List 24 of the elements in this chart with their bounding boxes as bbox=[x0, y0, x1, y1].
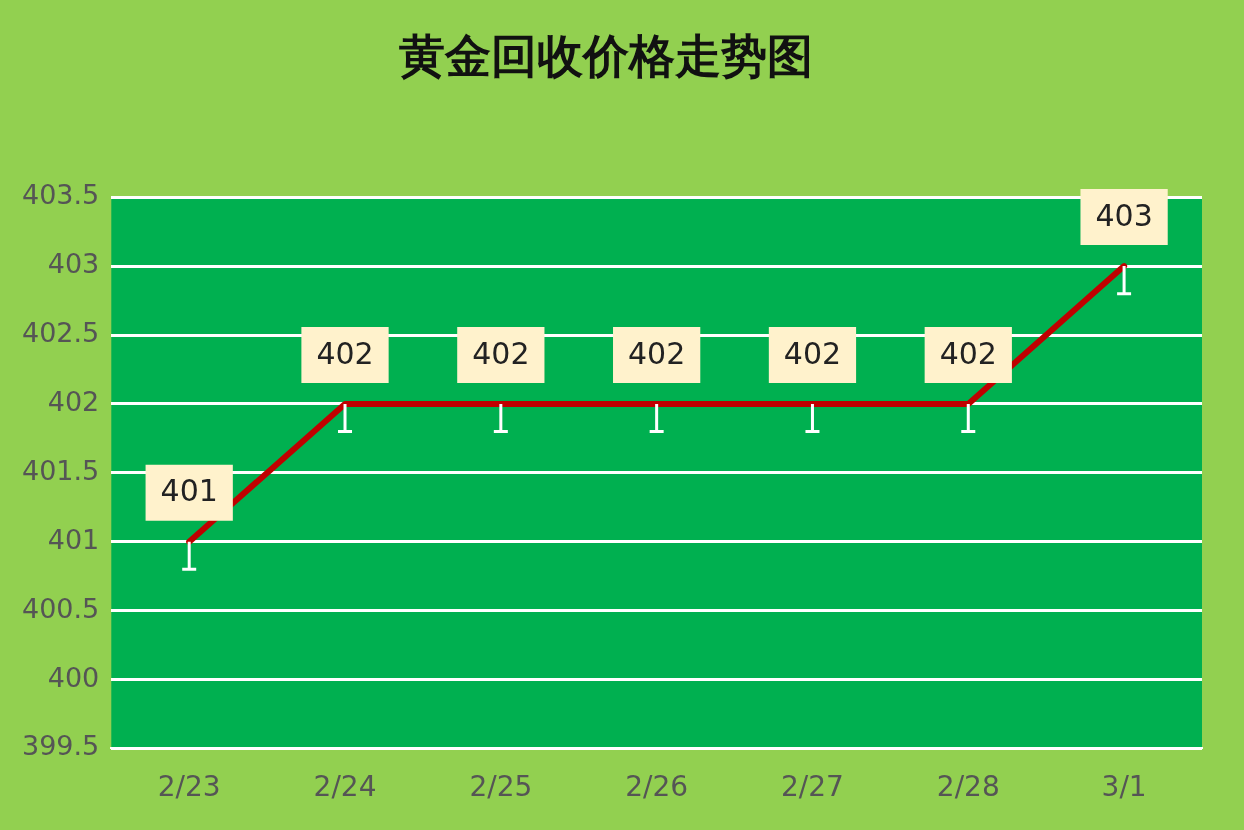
x-tick-label: 2/27 bbox=[781, 770, 844, 804]
x-tick-label: 2/28 bbox=[936, 770, 1000, 804]
data-label: 403 bbox=[1095, 197, 1153, 233]
data-label: 402 bbox=[628, 335, 686, 371]
x-tick-label: 3/1 bbox=[1101, 770, 1147, 804]
y-tick-label: 402.5 bbox=[22, 317, 100, 349]
y-tick-label: 399.5 bbox=[22, 730, 100, 762]
data-label: 402 bbox=[316, 335, 374, 371]
x-tick-label: 2/23 bbox=[157, 770, 221, 804]
y-tick-label: 403.5 bbox=[22, 179, 100, 211]
x-tick-label: 2/26 bbox=[625, 770, 689, 804]
x-tick-label: 2/24 bbox=[313, 770, 377, 804]
y-tick-label: 403 bbox=[47, 248, 100, 280]
y-tick-label: 401 bbox=[47, 523, 100, 555]
data-label: 401 bbox=[160, 473, 218, 509]
y-tick-label: 402 bbox=[47, 385, 100, 417]
data-label: 402 bbox=[472, 335, 530, 371]
y-tick-label: 400.5 bbox=[22, 592, 100, 624]
x-tick-label: 2/25 bbox=[469, 770, 533, 804]
chart-title: 黄金回收价格走势图 bbox=[399, 28, 813, 83]
data-label: 402 bbox=[783, 335, 842, 371]
y-tick-label: 400 bbox=[47, 661, 100, 693]
data-label: 402 bbox=[939, 335, 997, 371]
y-tick-label: 401.5 bbox=[22, 454, 100, 486]
